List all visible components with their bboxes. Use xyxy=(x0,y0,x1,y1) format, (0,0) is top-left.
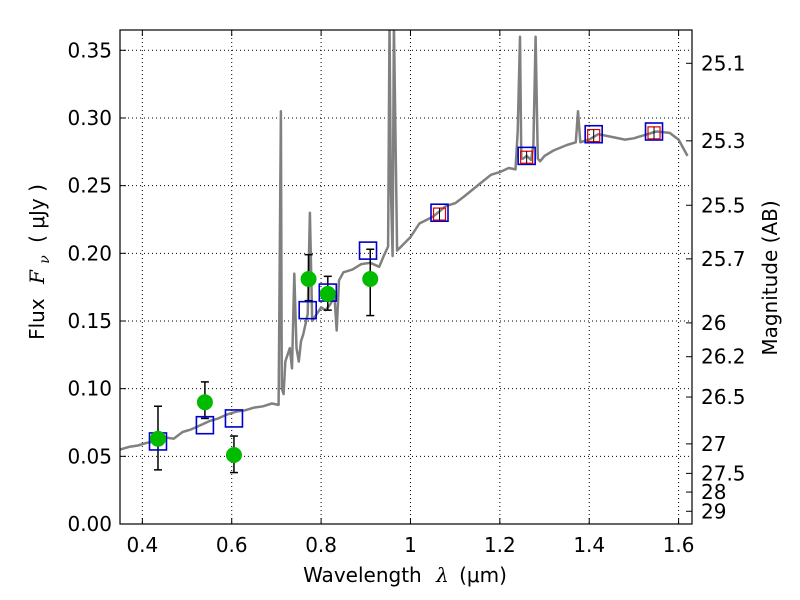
magnitude-tick-label: 25.3 xyxy=(701,129,746,153)
y-tick-label: 0.20 xyxy=(67,241,112,265)
x-tick-label: 1 xyxy=(404,533,417,557)
observed-point xyxy=(319,285,336,302)
observed-point xyxy=(362,271,379,288)
observed-point xyxy=(149,430,166,447)
y-tick-label: 0.10 xyxy=(67,377,112,401)
axes: 0.4 0.6 0.8 1 1.2 1.4 1.6 0.00 0.05 0.10 0.15 0.20 0… xyxy=(67,29,746,557)
magnitude-tick-label: 25.5 xyxy=(701,193,746,217)
y-tick-label: 0.00 xyxy=(67,512,112,536)
model-photometry-square xyxy=(644,122,664,141)
model-photometry-square xyxy=(517,146,536,166)
model-photometry-square xyxy=(358,241,378,260)
x-tick-label: 0.8 xyxy=(305,533,337,557)
x-tick-label: 0.4 xyxy=(126,533,158,557)
y-tick-label: 0.05 xyxy=(67,444,112,468)
model-photometry-square xyxy=(195,415,215,435)
observed-point xyxy=(196,394,213,411)
magnitude-tick-label: 27.5 xyxy=(701,461,746,485)
magnitude-tick-label: 25.7 xyxy=(701,247,746,271)
x-tick-label: 1.4 xyxy=(573,533,605,557)
plot-frame xyxy=(119,29,693,525)
magnitude-tick-label: 26.5 xyxy=(701,385,746,409)
model-photometry-square xyxy=(224,409,244,428)
plot-area xyxy=(120,30,689,474)
model-photometry-square xyxy=(584,124,603,144)
y-tick-label: 0.30 xyxy=(67,106,112,130)
x-tick-label: 1.6 xyxy=(663,533,695,557)
x-axis-label: Wavelength λ (μm) xyxy=(303,563,507,587)
model-photometry-square xyxy=(430,203,449,223)
magnitude-tick-label: 29 xyxy=(701,499,726,523)
magnitude-tick-label: 26 xyxy=(701,311,726,335)
magnitude-tick-label: 25.1 xyxy=(701,51,746,75)
x-tick-label: 0.6 xyxy=(216,533,248,557)
x-tick-label: 1.2 xyxy=(484,533,516,557)
observed-point xyxy=(300,271,317,288)
magnitude-tick-label: 28 xyxy=(701,480,726,504)
y-tick-label: 0.35 xyxy=(67,38,112,62)
y-tick-label: 0.25 xyxy=(67,174,112,198)
model-photometry-square xyxy=(298,300,317,320)
y-tick-label: 0.15 xyxy=(67,309,112,333)
sed-line xyxy=(120,30,689,451)
magnitude-tick-label: 26.2 xyxy=(701,345,746,369)
y-axis-label: Flux F ν ( μJy ) xyxy=(25,184,54,340)
magnitude-tick-label: 27 xyxy=(701,432,726,456)
axis-labels: Wavelength λ (μm) Flux F ν ( μJy ) Magni… xyxy=(25,184,782,587)
observed-point xyxy=(225,446,242,463)
magnitude-axis-label: Magnitude (AB) xyxy=(758,200,782,355)
